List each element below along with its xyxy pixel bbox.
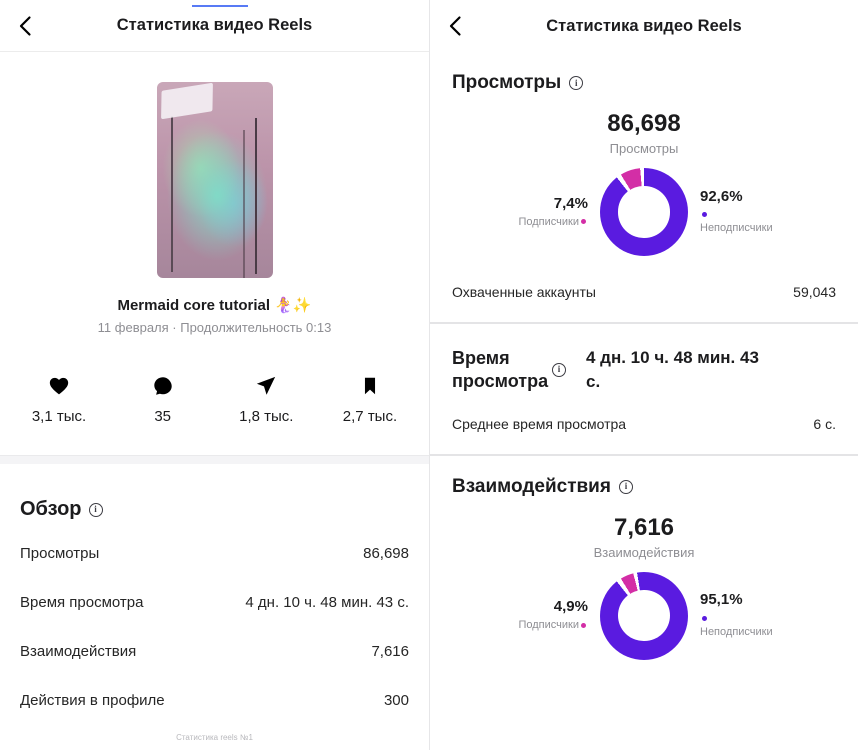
- row-value: 300: [383, 692, 409, 709]
- share-icon: [255, 375, 277, 397]
- interactions-heading-label: Взаимодействия: [452, 475, 611, 497]
- comments-stat: 35: [134, 375, 192, 425]
- nonfollowers-label: Неподписчики: [700, 625, 773, 638]
- chevron-left-icon: [19, 15, 31, 36]
- reel-thumbnail[interactable]: [156, 82, 273, 278]
- views-heading-label: Просмотры: [452, 72, 562, 93]
- watch-time-heading: Время просмотра: [452, 347, 570, 392]
- cropped-link[interactable]: [192, 0, 248, 7]
- left-header: Статистика видео Reels: [0, 0, 429, 52]
- heart-icon: [48, 375, 70, 397]
- interactions-section-heading: Взаимодействия: [452, 476, 836, 498]
- avg-watch-time-row: Среднее время просмотра 6 с.: [452, 416, 836, 454]
- page-title: Статистика видео Reels: [116, 16, 313, 34]
- watch-time-heading-label: Время просмотра: [452, 348, 549, 391]
- followers-pct: 7,4%: [553, 194, 588, 212]
- comments-count: 35: [154, 408, 171, 425]
- row-value: 86,698: [363, 545, 409, 562]
- nonfollowers-share: 95,1% Неподписчики: [700, 591, 776, 639]
- divider: [430, 453, 858, 456]
- back-button[interactable]: [14, 14, 38, 38]
- row-value: 4 дн. 10 ч. 48 мин. 43 с.: [245, 594, 409, 611]
- likes-stat: 3,1 тыс.: [30, 375, 88, 425]
- followers-share: 7,4% Подписчики: [512, 195, 588, 230]
- watch-time-section: Время просмотра 4 дн. 10 ч. 48 мин. 43 с…: [452, 346, 836, 394]
- followers-share: 4,9% Подписчики: [512, 598, 588, 633]
- info-icon[interactable]: [552, 362, 566, 377]
- reel-meta: 11 февраля · Продолжительность 0:13: [97, 320, 332, 335]
- comment-icon: [152, 375, 174, 397]
- views-total-number: 86,698: [607, 110, 681, 137]
- table-row: Просмотры 86,698: [20, 529, 409, 578]
- chevron-left-icon: [449, 16, 461, 36]
- page-title: Статистика видео Reels: [546, 16, 742, 35]
- softbox-light: [160, 82, 213, 120]
- row-value: 6 с.: [813, 415, 836, 432]
- row-label: Время просмотра: [20, 594, 144, 611]
- overview-heading-label: Обзор: [20, 498, 82, 520]
- row-label: Среднее время просмотра: [452, 415, 627, 432]
- section-divider-band: [0, 455, 429, 464]
- row-label: Охваченные аккаунты: [452, 284, 596, 300]
- watch-time-value: 4 дн. 10 ч. 48 мин. 43 с.: [586, 348, 759, 391]
- saves-stat: 2,7 тыс.: [341, 375, 399, 425]
- back-button[interactable]: [444, 14, 468, 38]
- views-donut-chart: [600, 168, 688, 256]
- insights-body: Просмотры 86,698 Просмотры 7,4% Подписчи…: [430, 72, 858, 660]
- reel-overview-panel: Статистика видео Reels Mermaid core tuto…: [0, 0, 429, 750]
- views-total-label: Просмотры: [609, 141, 679, 156]
- info-icon[interactable]: [618, 479, 633, 494]
- reached-accounts-row: Охваченные аккаунты 59,043: [452, 284, 836, 322]
- likes-count: 3,1 тыс.: [31, 408, 87, 425]
- row-label: Действия в профиле: [20, 692, 165, 709]
- nonfollowers-dot: [702, 615, 707, 621]
- table-row: Время просмотра 4 дн. 10 ч. 48 мин. 43 с…: [20, 578, 409, 627]
- followers-pct: 4,9%: [553, 598, 588, 616]
- followers-dot: [581, 622, 586, 628]
- views-section-heading: Просмотры: [452, 72, 836, 94]
- interactions-donut-row: 4,9% Подписчики 95,1% Неподписчики: [452, 571, 836, 660]
- row-value: 59,043: [793, 284, 836, 300]
- nonfollowers-pct: 95,1%: [700, 591, 743, 609]
- views-total: 86,698 Просмотры: [452, 110, 836, 156]
- reel-insights-panel: Статистика видео Reels Просмотры 86,698 …: [429, 0, 858, 750]
- reel-title: Mermaid core tutorial 🧜‍♀️✨: [117, 297, 312, 314]
- overview-heading: Обзор: [20, 498, 409, 521]
- engagement-stats-row: 3,1 тыс. 35 1,8 тыс. 2,7 тыс.: [0, 375, 429, 425]
- divider: [430, 322, 858, 324]
- nonfollowers-dot: [702, 212, 707, 218]
- overview-section: Обзор Просмотры 86,698 Время просмотра 4…: [0, 498, 429, 725]
- footer-note: Статистика reels №1: [176, 733, 253, 742]
- nonfollowers-label: Неподписчики: [700, 222, 773, 235]
- nonfollowers-share: 92,6% Неподписчики: [700, 188, 776, 236]
- row-label: Просмотры: [20, 545, 100, 562]
- row-value: 7,616: [371, 643, 409, 660]
- interactions-total-number: 7,616: [613, 513, 675, 541]
- saves-count: 2,7 тыс.: [342, 408, 398, 425]
- info-icon[interactable]: [88, 502, 103, 517]
- shares-count: 1,8 тыс.: [239, 408, 294, 425]
- row-label: Взаимодействия: [20, 643, 137, 660]
- followers-label: Подписчики: [518, 619, 579, 632]
- info-icon[interactable]: [569, 76, 584, 90]
- interactions-total-label: Взаимодействия: [593, 544, 695, 560]
- bookmark-icon: [359, 375, 381, 397]
- views-donut-row: 7,4% Подписчики 92,6% Неподписчики: [452, 168, 836, 256]
- right-header: Статистика видео Reels: [430, 0, 858, 52]
- followers-dot: [581, 219, 586, 225]
- table-row: Действия в профиле 300: [20, 676, 409, 725]
- interactions-donut-chart: [600, 571, 688, 660]
- followers-label: Подписчики: [518, 215, 579, 228]
- nonfollowers-pct: 92,6%: [700, 187, 743, 205]
- overview-rows: Просмотры 86,698 Время просмотра 4 дн. 1…: [20, 529, 409, 725]
- interactions-total: 7,616 Взаимодействия: [452, 514, 836, 560]
- table-row: Взаимодействия 7,616: [20, 627, 409, 676]
- shares-stat: 1,8 тыс.: [237, 375, 295, 425]
